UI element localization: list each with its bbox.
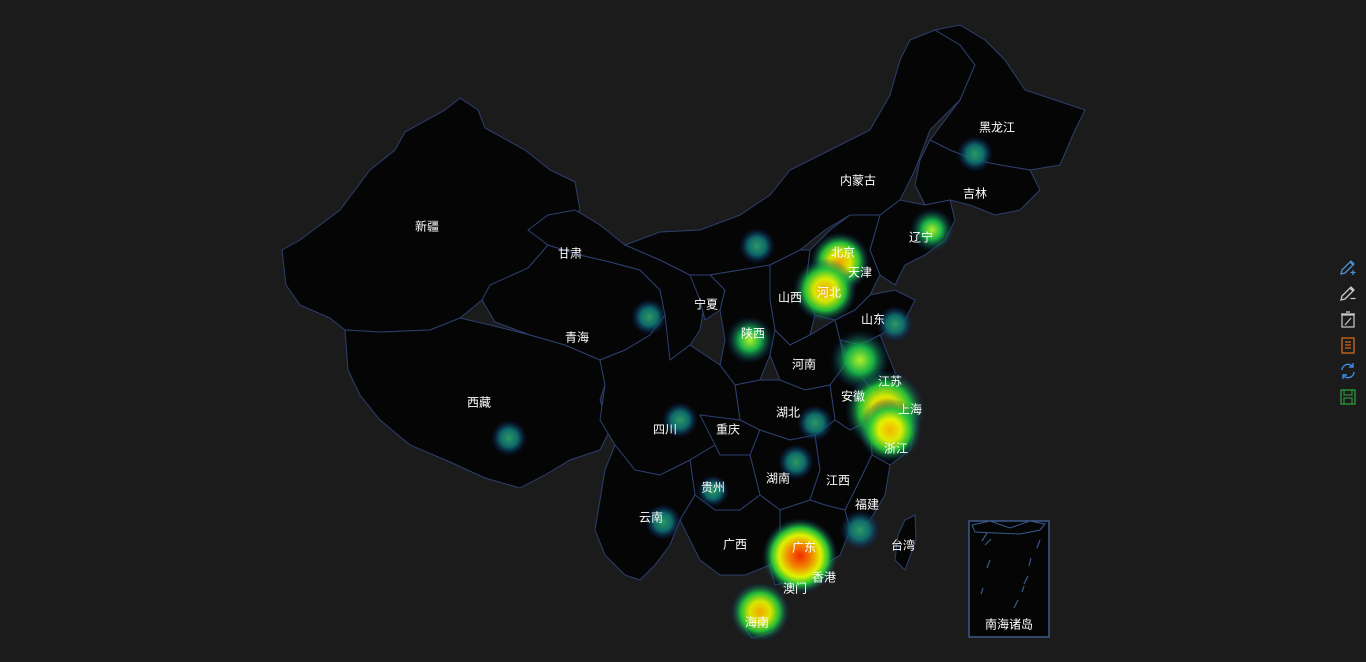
label-heilongjiang: 黑龙江 xyxy=(979,121,1015,135)
province-taiwan[interactable] xyxy=(894,514,917,571)
label-shanghai: 上海 xyxy=(898,402,922,417)
draw-icon xyxy=(1340,259,1356,275)
label-taiwan: 台湾 xyxy=(891,538,915,553)
heat-point-hubei xyxy=(797,405,833,441)
clear-icon xyxy=(1341,310,1355,328)
heat-point-qinghai xyxy=(631,299,667,335)
label-chongqing: 重庆 xyxy=(716,423,740,437)
heat-point-heilongjiang xyxy=(957,136,993,172)
label-guangxi: 广西 xyxy=(723,538,747,552)
label-xinjiang: 新疆 xyxy=(415,219,439,234)
province-heilongjiang[interactable] xyxy=(929,24,1086,171)
label-sichuan: 四川 xyxy=(653,423,677,437)
province-yunnan[interactable] xyxy=(594,444,696,581)
heat-point-liaoning xyxy=(910,208,954,252)
clear-button[interactable] xyxy=(1338,308,1358,329)
nanhai-inset xyxy=(968,520,1050,638)
draw-button[interactable] xyxy=(1338,256,1358,277)
heat-point-guangdong xyxy=(762,518,838,594)
label-beijing: 北京 xyxy=(831,246,855,260)
label-hubei: 湖北 xyxy=(776,405,800,420)
heat-point-zhejiang xyxy=(858,398,922,462)
heat-point-shaanxi xyxy=(726,316,774,364)
heat-point-sichuan xyxy=(662,402,698,438)
heat-point-jiangsu xyxy=(830,330,890,390)
data-view-icon xyxy=(1341,336,1355,354)
label-nanhai: 南海诸岛 xyxy=(985,617,1033,632)
save-image-button[interactable] xyxy=(1338,386,1358,407)
heat-point-shandong xyxy=(877,306,913,342)
label-henan: 河南 xyxy=(792,357,816,372)
label-macau: 澳门 xyxy=(783,581,807,596)
label-fujian: 福建 xyxy=(855,497,879,512)
heatmap-layer xyxy=(491,136,993,642)
label-hainan: 海南 xyxy=(745,615,769,630)
toolbox xyxy=(1338,256,1360,407)
label-jilin: 吉林 xyxy=(963,187,987,201)
heat-point-guizhou xyxy=(697,475,729,507)
heat-point-neimenggu xyxy=(739,228,775,264)
label-qinghai: 青海 xyxy=(565,330,589,345)
label-neimenggu: 内蒙古 xyxy=(840,173,876,188)
label-zhejiang: 浙江 xyxy=(884,442,908,456)
label-shandong: 山东 xyxy=(861,313,885,327)
label-jiangsu: 江苏 xyxy=(878,375,902,389)
province-xizang[interactable] xyxy=(344,317,611,489)
save-image-icon xyxy=(1340,388,1356,405)
label-shaanxi: 陕西 xyxy=(741,326,765,341)
label-tianjin: 天津 xyxy=(848,266,872,280)
label-jiangxi: 江西 xyxy=(826,474,850,488)
label-hunan: 湖南 xyxy=(766,471,790,486)
label-yunnan: 云南 xyxy=(639,510,663,525)
label-guizhou: 贵州 xyxy=(701,481,725,495)
label-anhui: 安徽 xyxy=(841,389,865,404)
province-layer xyxy=(281,24,1086,639)
heat-point-yunnan xyxy=(645,504,681,540)
label-ningxia: 宁夏 xyxy=(694,297,718,312)
heat-point-fujian xyxy=(840,510,880,550)
label-hebei: 河北 xyxy=(817,286,841,300)
data-view-button[interactable] xyxy=(1338,334,1358,355)
heat-point-hebei xyxy=(793,258,857,322)
label-shanxi: 山西 xyxy=(778,291,802,305)
label-xizang: 西藏 xyxy=(467,396,491,410)
heat-point-hunan xyxy=(778,444,814,480)
restore-icon xyxy=(1341,362,1355,379)
label-guangdong: 广东 xyxy=(792,541,816,555)
label-liaoning: 辽宁 xyxy=(909,230,933,245)
heat-point-hainan xyxy=(730,582,790,642)
label-gansu: 甘肃 xyxy=(558,247,582,261)
heat-point-xizang xyxy=(491,420,527,456)
erase-button[interactable] xyxy=(1338,282,1358,303)
label-hongkong: 香港 xyxy=(812,571,836,585)
erase-icon xyxy=(1340,285,1356,301)
restore-button[interactable] xyxy=(1338,360,1358,381)
